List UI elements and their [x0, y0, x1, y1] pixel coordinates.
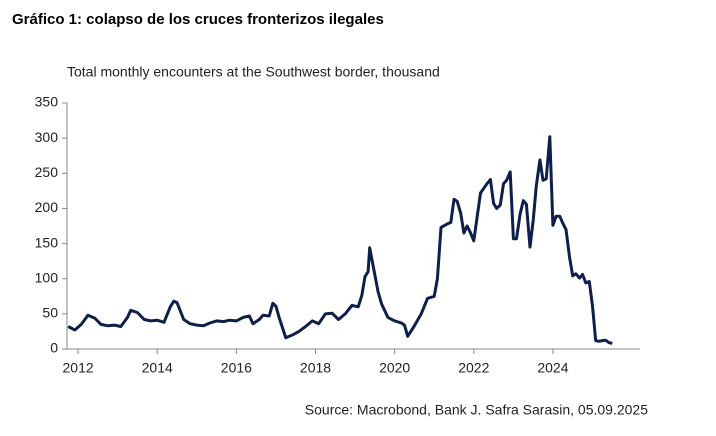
y-tick-label: 200 — [35, 199, 59, 215]
x-tick-label: 2016 — [221, 360, 252, 376]
x-tick-label: 2022 — [458, 360, 489, 376]
source-note: Source: Macrobond, Bank J. Safra Sarasin… — [305, 402, 648, 418]
y-tick-label: 150 — [35, 234, 59, 250]
x-tick-label: 2020 — [379, 360, 410, 376]
y-tick-label: 100 — [35, 269, 59, 285]
chart-subtitle: Total monthly encounters at the Southwes… — [67, 64, 440, 80]
y-tick-label: 0 — [50, 340, 58, 356]
y-tick-label: 300 — [35, 129, 59, 145]
y-tick-label: 250 — [35, 164, 59, 180]
y-tick-label: 350 — [35, 94, 59, 110]
y-tick-label: 50 — [42, 305, 58, 321]
x-tick-label: 2024 — [537, 360, 568, 376]
chart-title: Gráfico 1: colapso de los cruces fronter… — [12, 11, 384, 28]
x-tick-label: 2014 — [142, 360, 173, 376]
x-tick-label: 2018 — [300, 360, 331, 376]
series-line — [67, 135, 613, 345]
x-tick-label: 2012 — [63, 360, 94, 376]
